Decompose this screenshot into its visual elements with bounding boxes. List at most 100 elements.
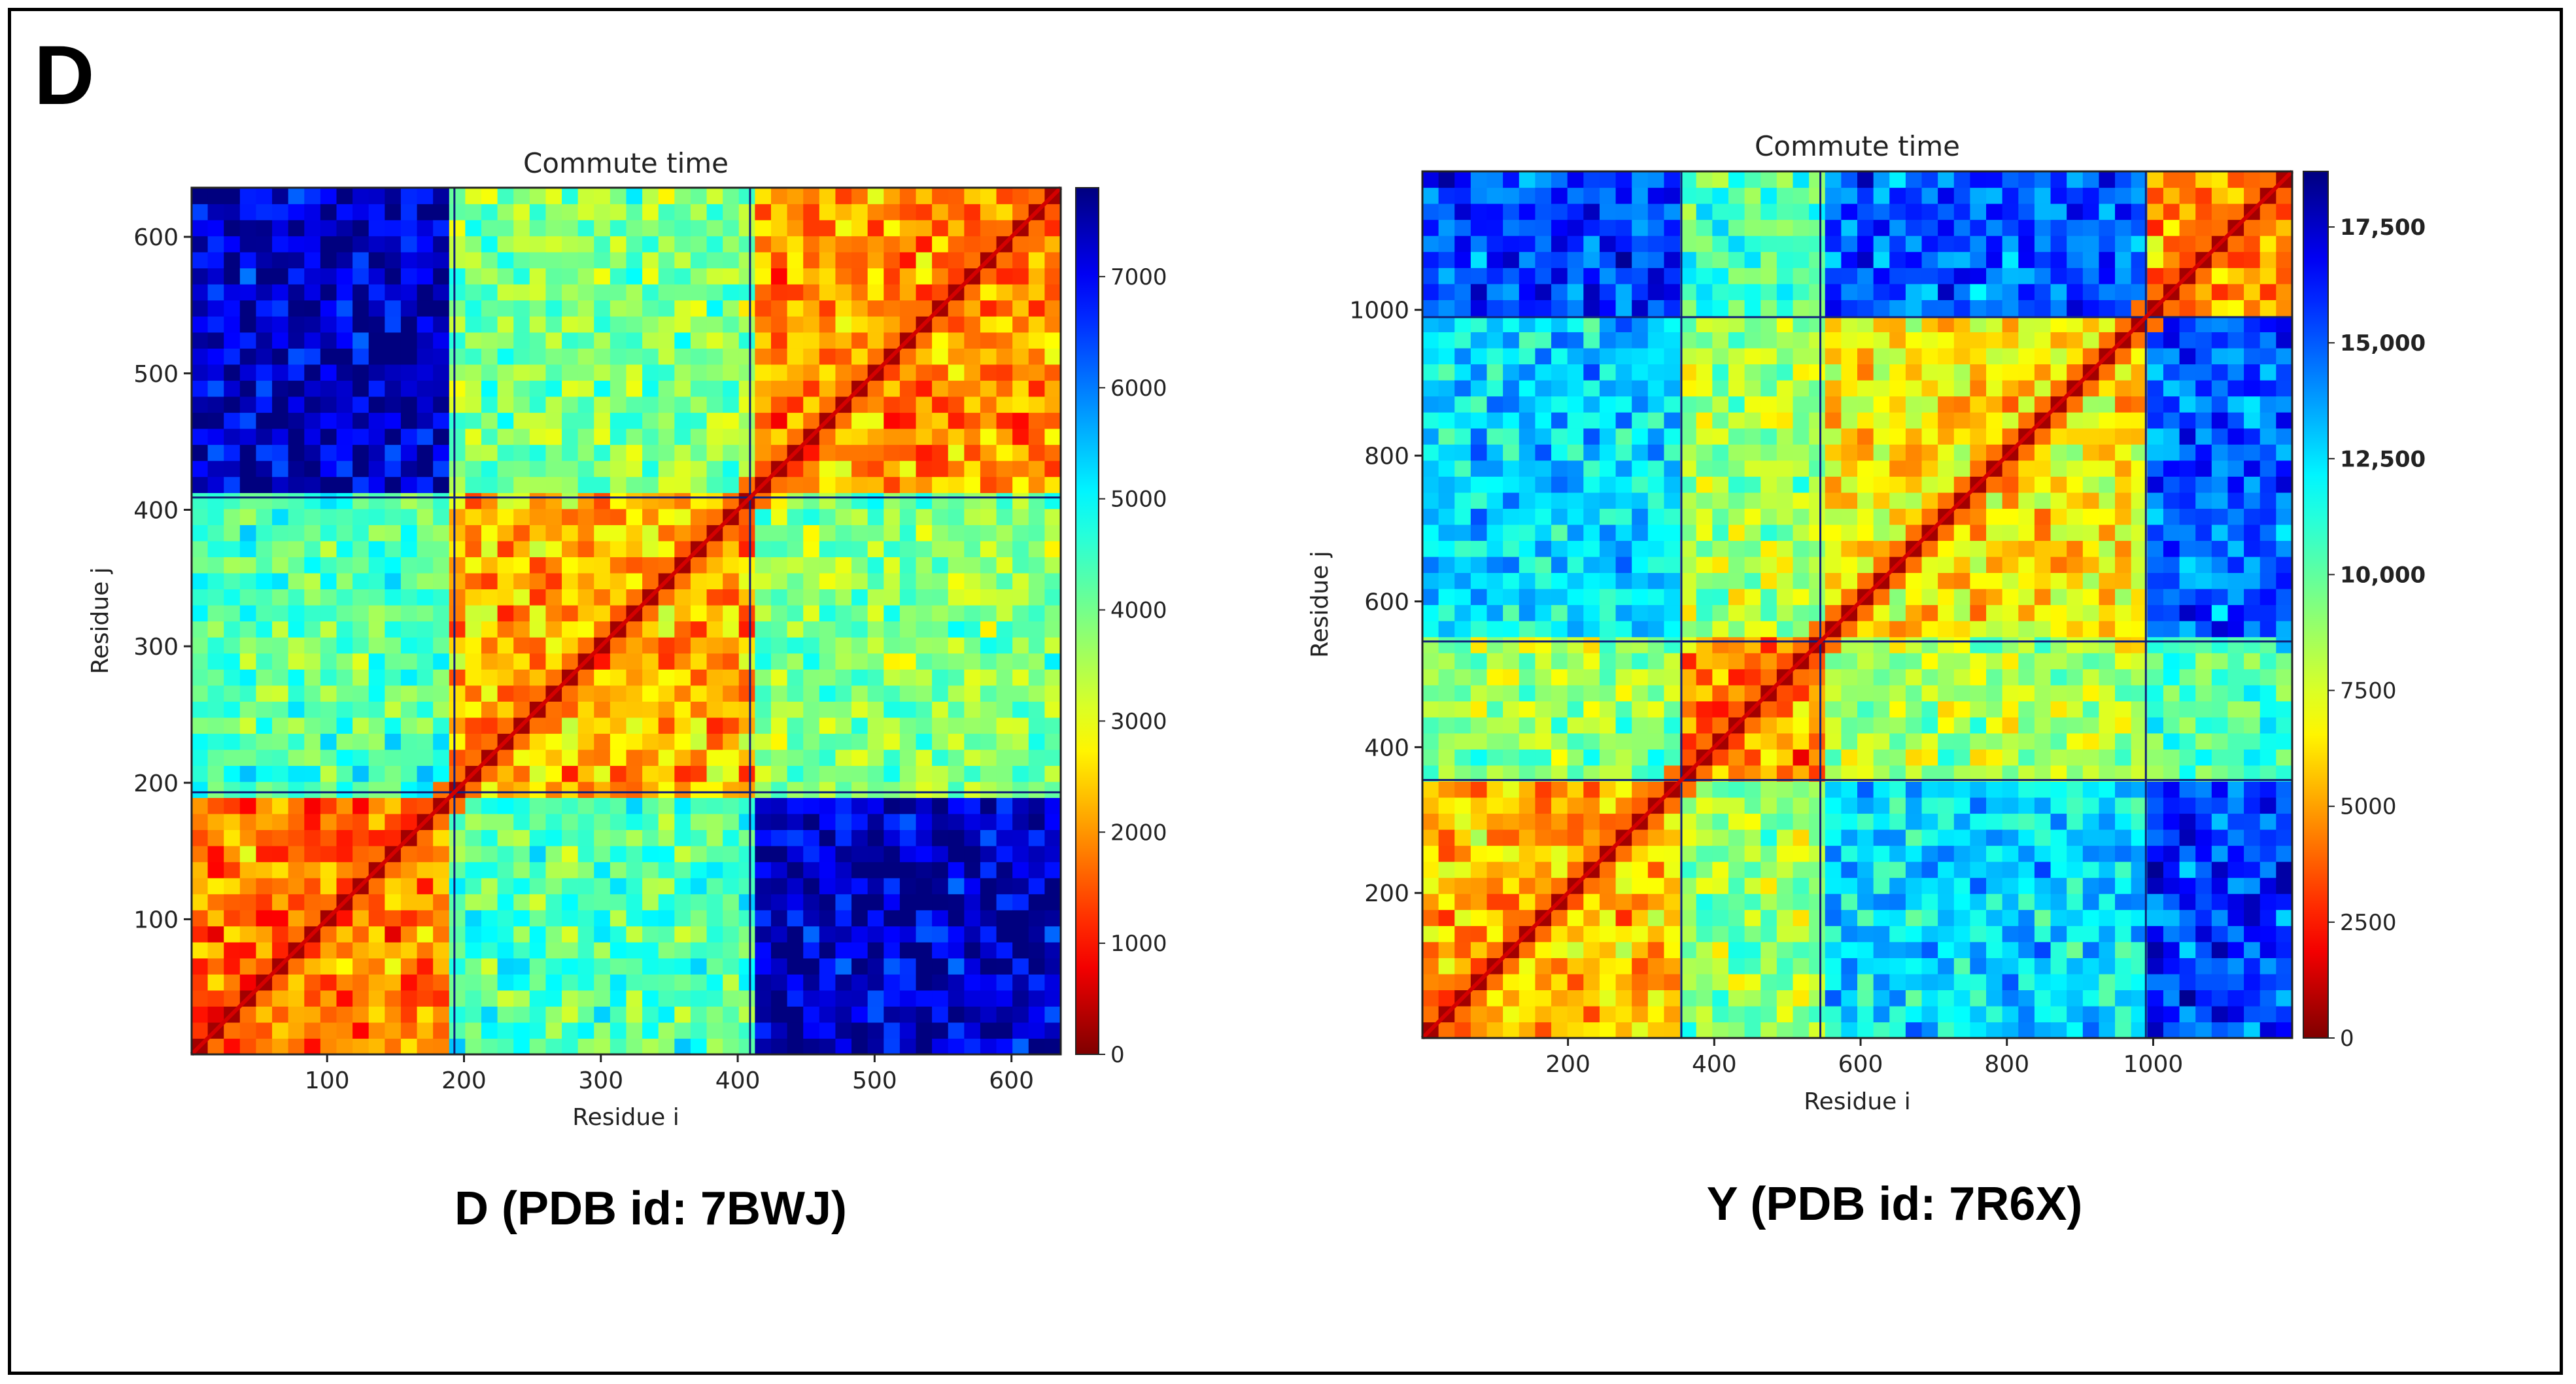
heatmap-cell	[1680, 829, 1697, 846]
heatmap-cell	[899, 749, 917, 766]
heatmap-cell	[1599, 219, 1617, 236]
heatmap-cell	[562, 813, 579, 831]
heatmap-cell	[738, 252, 755, 269]
heatmap-cell	[948, 893, 965, 910]
heatmap-cell	[465, 396, 482, 413]
heatmap-cell	[1647, 428, 1665, 445]
heatmap-cell	[690, 1038, 708, 1055]
heatmap-cell	[884, 316, 901, 333]
heatmap-cell	[449, 508, 466, 525]
heatmap-cell	[1841, 412, 1858, 429]
heatmap-cell	[1615, 749, 1632, 766]
heatmap-cell	[658, 861, 675, 878]
heatmap-cell	[723, 893, 740, 910]
heatmap-cell	[916, 653, 933, 670]
heatmap-cell	[1905, 781, 1923, 798]
heatmap-cell	[642, 1038, 659, 1055]
heatmap-cell	[192, 813, 209, 831]
heatmap-cell	[320, 733, 337, 750]
heatmap-cell	[1921, 460, 1938, 477]
heatmap-cell	[1728, 476, 1745, 493]
heatmap-cell	[1535, 717, 1552, 734]
heatmap-cell	[771, 589, 788, 606]
heatmap-cell	[256, 621, 273, 638]
heatmap-cell	[626, 268, 643, 285]
heatmap-cell	[1599, 588, 1617, 606]
heatmap-cell	[819, 653, 836, 670]
heatmap-cell	[207, 444, 224, 461]
heatmap-cell	[529, 316, 547, 333]
heatmap-cell	[1938, 556, 1955, 574]
heatmap-cell	[1422, 219, 1439, 236]
heatmap-cell	[594, 1006, 611, 1023]
heatmap-cell	[1760, 717, 1777, 734]
x-tick-label: 100	[305, 1067, 350, 1094]
heatmap-cell	[980, 701, 997, 718]
heatmap-cell	[1873, 636, 1890, 653]
heatmap-cell	[851, 540, 868, 557]
heatmap-cell	[577, 781, 594, 799]
heatmap-cell	[1873, 668, 1890, 685]
heatmap-cell	[385, 188, 402, 205]
heatmap-cell	[1841, 909, 1858, 926]
heatmap-cell	[610, 460, 627, 477]
heatmap-cell	[1921, 781, 1938, 798]
heatmap-cell	[1632, 460, 1649, 477]
heatmap-cell	[610, 910, 627, 927]
heatmap-cell	[352, 942, 369, 959]
heatmap-cell	[1825, 396, 1842, 413]
heatmap-cell	[642, 428, 659, 445]
heatmap-cell	[207, 749, 224, 766]
heatmap-cell	[1873, 733, 1890, 750]
heatmap-cell	[545, 203, 562, 220]
heatmap-cell	[1044, 637, 1061, 654]
heatmap-cell	[400, 493, 418, 510]
heatmap-cell	[948, 717, 965, 734]
heatmap-cell	[1599, 428, 1617, 445]
heatmap-cell	[1519, 476, 1536, 493]
heatmap-cell	[336, 412, 353, 429]
heatmap-cell	[529, 364, 547, 381]
heatmap-cell	[417, 525, 434, 542]
heatmap-cell	[1044, 717, 1061, 734]
heatmap-cell	[1793, 572, 1810, 589]
heatmap-cell	[545, 765, 562, 782]
heatmap-cell	[1615, 268, 1632, 285]
heatmap-cell	[1664, 636, 1681, 653]
heatmap-cell	[465, 813, 482, 831]
heatmap-cell	[1664, 813, 1681, 830]
heatmap-cell	[433, 621, 450, 638]
heatmap-cell	[899, 300, 917, 317]
heatmap-cell	[1470, 829, 1488, 846]
heatmap-cell	[1470, 203, 1488, 220]
heatmap-cell	[449, 749, 466, 766]
heatmap-cell	[288, 540, 305, 557]
heatmap-cell	[497, 942, 514, 959]
heatmap-cell	[658, 396, 675, 413]
heatmap-cell	[1696, 476, 1713, 493]
heatmap-cell	[1776, 492, 1794, 509]
heatmap-cell	[738, 589, 755, 606]
heatmap-cell	[1519, 845, 1536, 862]
heatmap-cell	[1953, 379, 1971, 397]
heatmap-cell	[803, 557, 820, 574]
heatmap-cell	[1503, 300, 1520, 317]
heatmap-cell	[996, 701, 1013, 718]
heatmap-cell	[1938, 926, 1955, 943]
heatmap-cell	[336, 749, 353, 766]
heatmap-cell	[400, 332, 418, 349]
heatmap-cell	[1632, 1005, 1649, 1023]
heatmap-cell	[996, 846, 1013, 863]
heatmap-cell	[867, 861, 884, 878]
heatmap-cell	[1503, 990, 1520, 1007]
heatmap-cell	[1438, 941, 1455, 958]
heatmap-cell	[1503, 973, 1520, 990]
chart-title: Commute time	[1755, 130, 1960, 162]
heatmap-cell	[1696, 364, 1713, 381]
heatmap-cell	[738, 300, 755, 317]
heatmap-cell	[980, 685, 997, 702]
heatmap-cell	[1647, 268, 1665, 285]
heatmap-cell	[1470, 556, 1488, 574]
heatmap-cell	[1809, 315, 1826, 332]
heatmap-cell	[417, 717, 434, 734]
